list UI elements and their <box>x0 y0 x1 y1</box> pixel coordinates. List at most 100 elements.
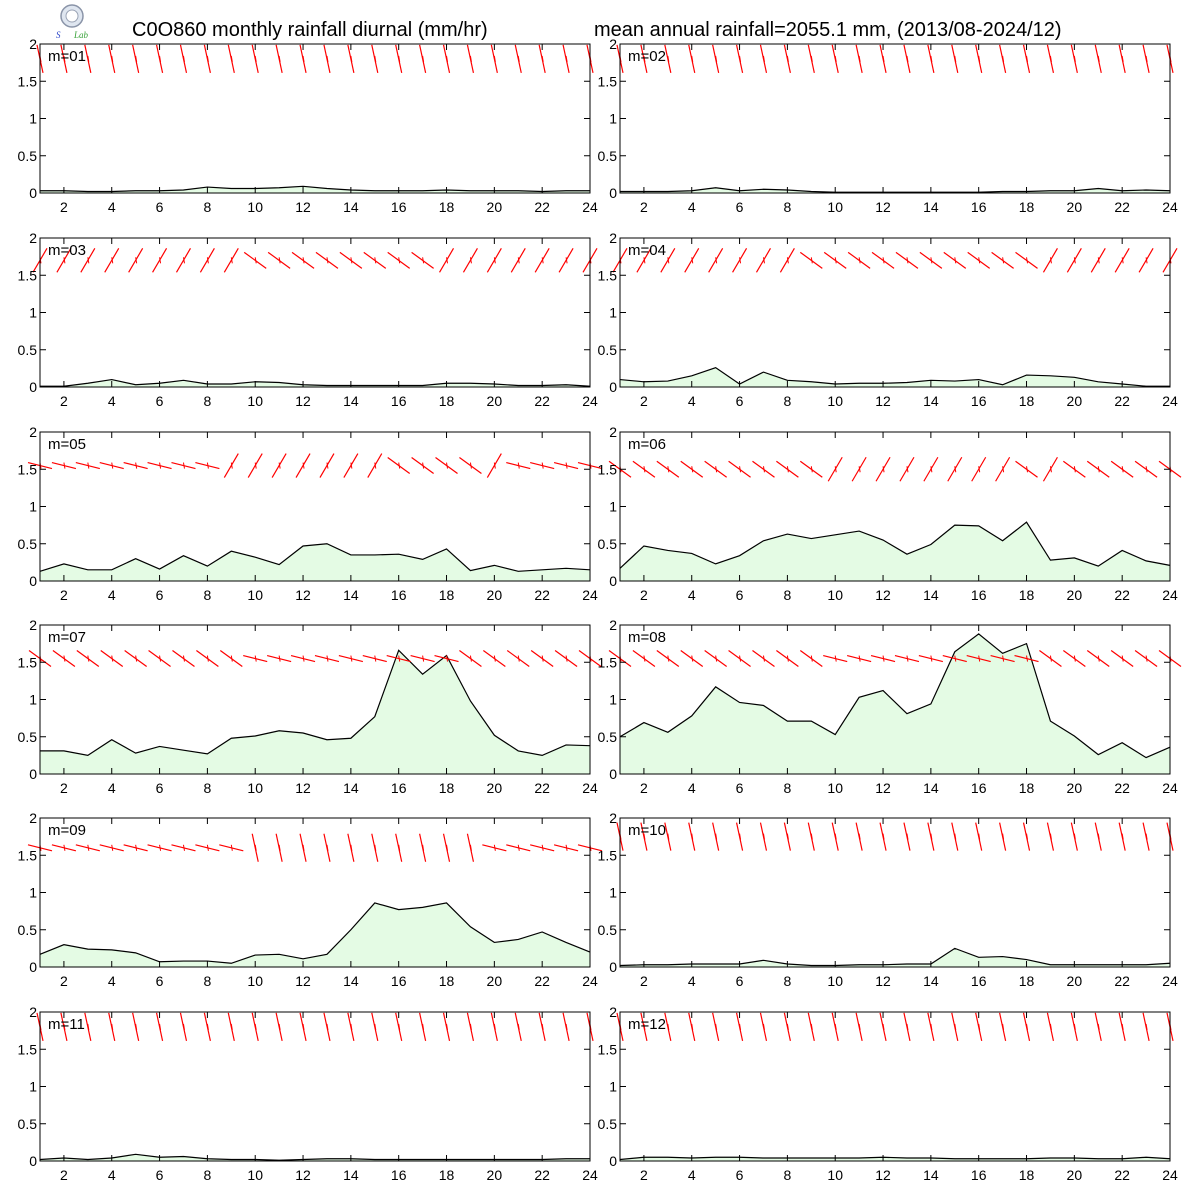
wind-barb <box>847 251 871 269</box>
wind-barb <box>148 650 171 668</box>
x-tick-label: 16 <box>391 1167 407 1183</box>
panel-label: m=06 <box>628 436 666 453</box>
x-tick-label: 12 <box>295 587 311 603</box>
y-tick-label: 0.5 <box>598 536 618 552</box>
x-tick-label: 18 <box>439 393 455 409</box>
wind-barb <box>735 1012 744 1042</box>
wind-barb <box>100 650 124 668</box>
x-tick-label: 22 <box>1114 973 1130 989</box>
x-tick-label: 10 <box>827 1167 843 1183</box>
wind-barb <box>640 822 648 851</box>
wind-barb <box>171 844 196 852</box>
wind-barb <box>995 456 1011 482</box>
wind-barb <box>1046 1012 1055 1042</box>
x-tick-label: 4 <box>108 780 116 796</box>
wind-barb <box>196 650 219 668</box>
wind-barb <box>223 453 239 478</box>
wind-barb <box>299 833 307 862</box>
x-tick-label: 14 <box>923 780 939 796</box>
wind-barb <box>347 44 355 74</box>
svg-text:S: S <box>56 30 61 40</box>
wind-barb <box>1066 248 1082 273</box>
x-tick-label: 6 <box>736 587 744 603</box>
wind-barb <box>656 650 680 668</box>
wind-barb <box>538 44 546 74</box>
wind-barb <box>927 1012 935 1042</box>
x-tick-label: 20 <box>487 780 503 796</box>
x-tick-label: 18 <box>439 199 455 215</box>
y-tick-label: 1.5 <box>18 73 38 89</box>
wind-barb <box>530 650 554 668</box>
x-tick-label: 2 <box>640 973 648 989</box>
y-tick-label: 0 <box>29 959 37 975</box>
wind-barb <box>466 44 475 74</box>
wind-barb <box>1042 456 1058 482</box>
wind-barb <box>442 44 451 74</box>
y-tick-label: 1.5 <box>598 267 618 283</box>
wind-barb <box>656 460 680 478</box>
rain-area <box>40 902 590 967</box>
x-tick-label: 8 <box>203 780 211 796</box>
rain-line <box>40 378 591 387</box>
wind-barb <box>632 460 656 478</box>
x-tick-label: 2 <box>60 780 68 796</box>
x-tick-label: 14 <box>923 1167 939 1183</box>
wind-barb <box>632 650 656 668</box>
y-tick-label: 1.5 <box>18 1041 38 1057</box>
wind-barb <box>975 44 983 74</box>
rain-line <box>619 633 1171 759</box>
x-tick-label: 24 <box>1162 587 1178 603</box>
y-tick-label: 1.5 <box>598 73 618 89</box>
wind-barb <box>1046 822 1055 851</box>
wind-barb <box>99 461 124 470</box>
wind-barb <box>371 833 379 862</box>
x-tick-label: 4 <box>108 973 116 989</box>
x-tick-label: 22 <box>534 780 550 796</box>
panel-label: m=03 <box>48 242 86 259</box>
x-tick-label: 22 <box>1114 1167 1130 1183</box>
y-tick-label: 1.5 <box>18 847 38 863</box>
panel-m=08: 00.511.522 4 6 8 10 12 14 16 18 20 22 24m=08 <box>598 617 1182 796</box>
wind-barb <box>1142 44 1150 74</box>
wind-barb <box>104 248 120 273</box>
panel-frame <box>619 817 1171 968</box>
wind-barb <box>783 1012 791 1042</box>
wind-barb <box>482 844 507 852</box>
y-tick-label: 0.5 <box>18 922 38 938</box>
wind-barb <box>386 654 411 663</box>
y-tick-label: 0.5 <box>18 1116 38 1132</box>
x-tick-label: 14 <box>343 199 359 215</box>
wind-barb <box>534 248 550 273</box>
wind-barb <box>951 44 959 74</box>
wind-barb <box>339 251 363 269</box>
wind-barb <box>243 251 267 269</box>
wind-barb <box>147 461 172 470</box>
x-tick-label: 8 <box>783 780 791 796</box>
wind-barb <box>1015 460 1038 478</box>
wind-barb <box>1022 1012 1031 1042</box>
wind-barb <box>124 650 148 668</box>
panel-m=07: 00.511.522 4 6 8 10 12 14 16 18 20 22 24m=07 <box>18 617 602 796</box>
x-tick-label: 10 <box>247 1167 263 1183</box>
wind-barb <box>442 1012 451 1042</box>
x-tick-label: 6 <box>156 199 164 215</box>
x-tick-label: 16 <box>391 393 407 409</box>
wind-barb <box>60 44 68 74</box>
wind-barb <box>1142 1012 1150 1042</box>
wind-barb <box>347 833 355 862</box>
x-tick-label: 24 <box>582 780 598 796</box>
y-tick-label: 0.5 <box>598 148 618 164</box>
x-tick-label: 14 <box>923 199 939 215</box>
rain-line <box>620 187 1171 193</box>
x-tick-label: 20 <box>487 1167 503 1183</box>
x-tick-label: 18 <box>1019 1167 1035 1183</box>
wind-barb <box>419 1012 427 1042</box>
x-tick-label: 12 <box>875 780 891 796</box>
x-tick-label: 20 <box>487 199 503 215</box>
wind-barb <box>688 1012 696 1042</box>
x-tick-label: 4 <box>108 199 116 215</box>
wind-barb <box>1022 822 1031 851</box>
wind-barb <box>128 248 144 273</box>
wind-barb <box>975 1012 983 1042</box>
wind-barb <box>155 44 164 74</box>
